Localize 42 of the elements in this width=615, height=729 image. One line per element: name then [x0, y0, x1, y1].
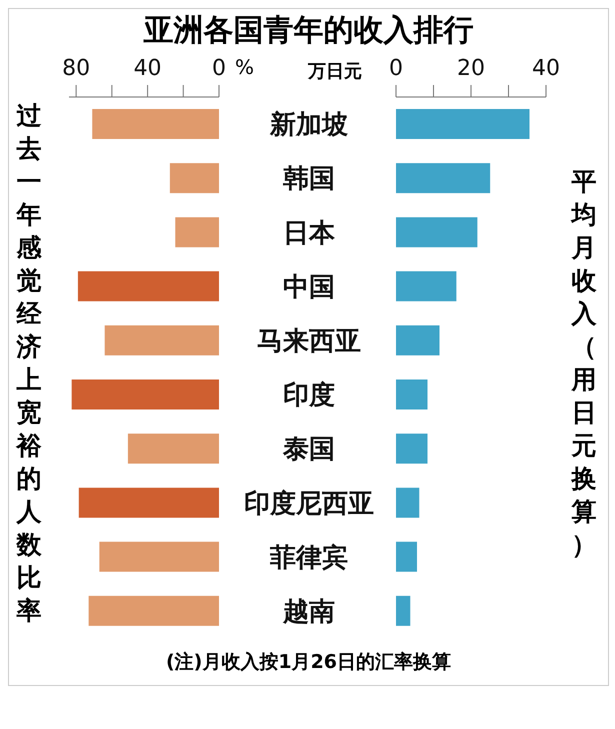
bar — [99, 542, 219, 572]
bar — [396, 109, 530, 139]
bar — [396, 542, 417, 572]
bar — [78, 488, 219, 518]
bar — [92, 109, 219, 139]
bar — [72, 380, 219, 410]
y-tick-label: 新加坡 — [269, 110, 348, 140]
bar — [128, 434, 219, 464]
y-tick-label: 越南 — [282, 596, 335, 627]
x-tick-label: 40 — [134, 56, 162, 81]
bar — [396, 163, 490, 194]
x-tick-label: 0 — [389, 56, 403, 81]
y-tick-label: 韩国 — [282, 164, 335, 194]
bar — [396, 488, 420, 518]
bar — [170, 163, 219, 194]
text: 平均月收入（用日元换算） — [572, 167, 596, 559]
y-tick-label: 泰国 — [282, 434, 335, 465]
bar — [104, 325, 219, 356]
x-tick-label: 0 — [212, 56, 226, 81]
bar — [88, 596, 219, 626]
y-tick-label: 中国 — [283, 272, 335, 302]
y-tick-label: 印度 — [283, 380, 335, 411]
y-tick-label: 菲律宾 — [269, 542, 348, 573]
bar — [396, 380, 428, 410]
y-tick-label: 印度尼西亚 — [244, 488, 374, 519]
y-tick-label: 日本 — [283, 218, 336, 248]
bar — [396, 325, 440, 356]
text: 过去一年感觉经济上宽裕的人数比率 — [16, 101, 42, 625]
x-tick-label: 20 — [457, 56, 485, 81]
bar — [396, 271, 456, 302]
bar — [396, 596, 410, 626]
x-axis-title: % — [235, 55, 254, 79]
bar — [78, 271, 219, 302]
bar — [175, 217, 219, 248]
bar — [396, 217, 478, 248]
text: 亚洲各国青年的收入排行 — [142, 12, 474, 50]
text: (注)月收入按1月26日的汇率换算 — [164, 650, 452, 675]
y-tick-label: 马来西亚 — [257, 326, 361, 356]
x-tick-label: 40 — [532, 56, 560, 81]
x-tick-label: 80 — [62, 56, 90, 81]
x-axis-title: 万日元 — [308, 60, 362, 83]
bar — [396, 434, 428, 464]
